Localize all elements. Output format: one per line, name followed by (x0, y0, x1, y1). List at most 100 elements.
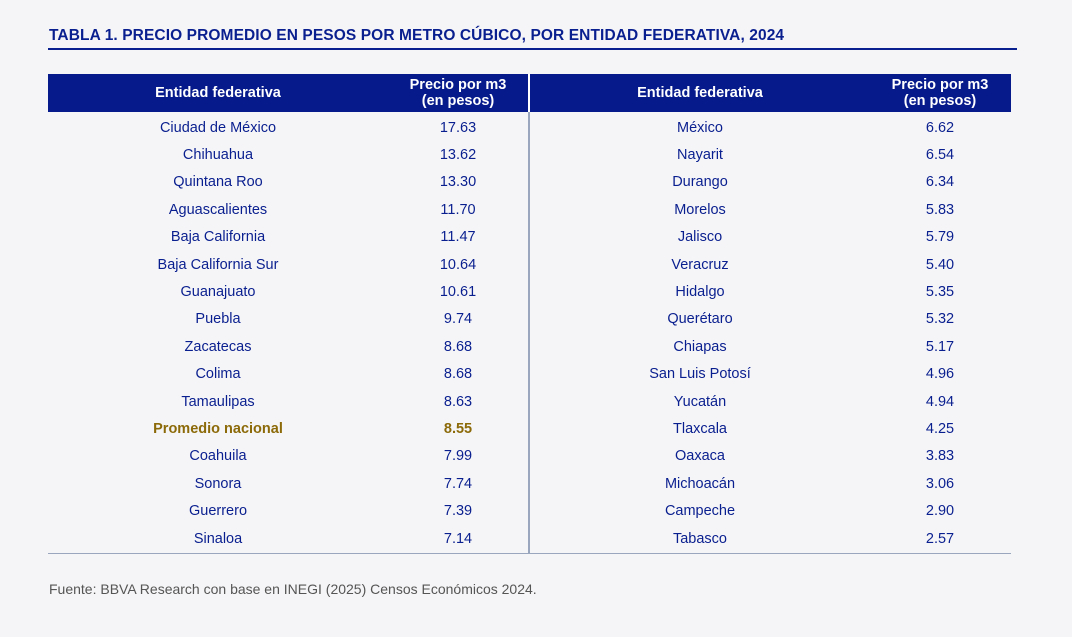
price-value: 3.06 (925, 475, 955, 492)
table-row: Chihuahua 13.62 (48, 141, 528, 168)
state-name: Yucatán (673, 393, 727, 410)
right-column: México 6.62 Nayarit 6.54 Durango 6.34 Morelos 5… (530, 112, 1010, 553)
price-value: 7.74 (443, 475, 473, 492)
price-value: 8.55 (443, 420, 473, 437)
table-row: Puebla 9.74 (48, 306, 528, 333)
state-name: San Luis Potosí (649, 366, 751, 383)
price-value: 5.35 (925, 284, 955, 301)
price-value: 6.54 (925, 147, 955, 164)
state-name: Hidalgo (675, 284, 725, 301)
header-state-left: Entidad federativa (155, 85, 281, 101)
state-name: Tlaxcala (673, 420, 727, 437)
table-row: Chiapas 5.17 (530, 333, 1010, 360)
table-row: Baja California Sur 10.64 (48, 251, 528, 278)
header-separator (528, 74, 530, 112)
price-value: 6.62 (925, 119, 955, 136)
state-name: Nayarit (677, 147, 723, 164)
header-price-right: Precio por m3 (en pesos) (870, 74, 1010, 112)
state-name: Zacatecas (184, 338, 252, 355)
price-value: 11.70 (440, 201, 476, 218)
price-value: 7.99 (443, 448, 473, 465)
state-name: Campeche (664, 503, 736, 520)
price-value: 5.17 (925, 338, 955, 355)
state-name: Querétaro (667, 311, 733, 328)
state-name: Chiapas (673, 338, 727, 355)
header-price-right-line1: Precio por m3 (891, 77, 989, 93)
table-row: San Luis Potosí 4.96 (530, 361, 1010, 388)
table-row: Aguascalientes 11.70 (48, 196, 528, 223)
state-name: Sonora (194, 475, 242, 492)
state-name: Chihuahua (182, 147, 254, 164)
price-value: 4.96 (925, 366, 955, 383)
table-row: Coahuila 7.99 (48, 443, 528, 470)
price-value: 13.62 (439, 147, 477, 164)
table-row: Veracruz 5.40 (530, 251, 1010, 278)
table-title: TABLA 1. PRECIO PROMEDIO EN PESOS POR ME… (49, 27, 785, 44)
state-name: Guanajuato (180, 284, 256, 301)
national-average-row: Promedio nacional 8.55 (48, 415, 528, 442)
price-value: 3.83 (925, 448, 955, 465)
left-column: Ciudad de México 17.63 Chihuahua 13.62 Quint… (48, 112, 528, 553)
table-row: Durango 6.34 (530, 169, 1010, 196)
header-price-left-line2: (en pesos) (421, 93, 495, 109)
state-name: Baja California (170, 229, 266, 246)
table-row: Sinaloa 7.14 (48, 525, 528, 552)
table-row: Ciudad de México 17.63 (48, 114, 528, 141)
table-header: Entidad federativa Precio por m3 (en pes… (48, 74, 1011, 112)
header-price-left-line1: Precio por m3 (409, 77, 507, 93)
table-row: Morelos 5.83 (530, 196, 1010, 223)
state-name: Veracruz (671, 256, 729, 273)
table-body: Ciudad de México 17.63 Chihuahua 13.62 Quint… (48, 112, 1011, 555)
table-row: Oaxaca 3.83 (530, 443, 1010, 470)
table-row: México 6.62 (530, 114, 1010, 141)
table-row: Baja California 11.47 (48, 224, 528, 251)
table-row: Jalisco 5.79 (530, 224, 1010, 251)
price-value: 5.40 (925, 256, 955, 273)
table-row: Tamaulipas 8.63 (48, 388, 528, 415)
table-row: Guanajuato 10.61 (48, 278, 528, 305)
price-value: 7.39 (443, 503, 473, 520)
state-name: Baja California Sur (157, 256, 279, 273)
price-value: 9.74 (443, 311, 473, 328)
state-name: Tabasco (672, 530, 727, 547)
state-name: Promedio nacional (153, 420, 283, 437)
price-value: 10.61 (439, 284, 477, 301)
price-value: 5.79 (925, 229, 955, 246)
table-row: Nayarit 6.54 (530, 141, 1010, 168)
table-row: Guerrero 7.39 (48, 497, 528, 524)
price-value: 7.14 (443, 530, 473, 547)
table-row: Colima 8.68 (48, 361, 528, 388)
column-separator (528, 112, 530, 554)
table-row: Campeche 2.90 (530, 497, 1010, 524)
price-value: 2.90 (925, 503, 955, 520)
table-row: Sonora 7.74 (48, 470, 528, 497)
state-name: México (677, 119, 723, 136)
table-row: Zacatecas 8.68 (48, 333, 528, 360)
state-name: Oaxaca (675, 448, 725, 465)
price-value: 6.34 (925, 174, 955, 191)
state-name: Coahuila (189, 448, 247, 465)
table-row: Tlaxcala 4.25 (530, 415, 1010, 442)
state-name: Quintana Roo (173, 174, 263, 191)
price-value: 4.25 (925, 420, 955, 437)
header-price-left: Precio por m3 (en pesos) (388, 74, 528, 112)
price-value: 4.94 (925, 393, 955, 410)
source-note: Fuente: BBVA Research con base en INEGI … (49, 581, 537, 597)
table-row: Hidalgo 5.35 (530, 278, 1010, 305)
table-row: Michoacán 3.06 (530, 470, 1010, 497)
price-value: 5.32 (925, 311, 955, 328)
state-name: Tamaulipas (181, 393, 255, 410)
state-name: Jalisco (677, 229, 723, 246)
price-value: 8.68 (443, 366, 473, 383)
table-row: Tabasco 2.57 (530, 525, 1010, 552)
state-name: Puebla (195, 311, 241, 328)
price-value: 13.30 (439, 174, 477, 191)
table-row: Quintana Roo 13.30 (48, 169, 528, 196)
state-name: Durango (672, 174, 728, 191)
price-value: 11.47 (440, 229, 476, 246)
state-name: Sinaloa (193, 530, 243, 547)
title-rule (48, 48, 1017, 50)
state-name: Morelos (674, 201, 726, 218)
price-value: 5.83 (925, 201, 955, 218)
